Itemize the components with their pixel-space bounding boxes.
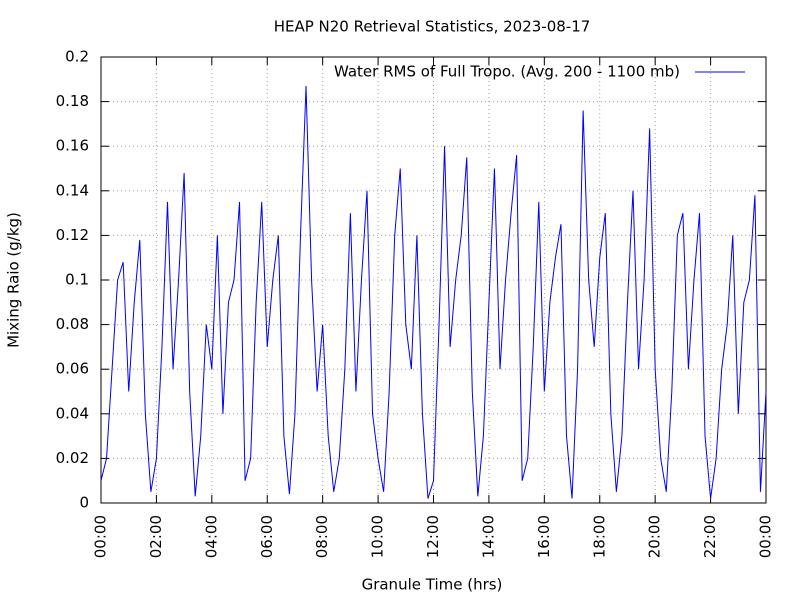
x-tick-label: 16:00 xyxy=(535,515,553,558)
legend-label: Water RMS of Full Tropo. (Avg. 200 - 110… xyxy=(334,63,680,81)
y-tick-label: 0.12 xyxy=(56,226,89,244)
y-axis-label: Mixing Raio (g/kg) xyxy=(5,212,23,348)
x-tick-label: 14:00 xyxy=(479,515,497,558)
x-tick-label: 18:00 xyxy=(590,515,608,558)
y-tick-label: 0.06 xyxy=(56,360,89,378)
x-tick-label: 08:00 xyxy=(313,515,331,558)
y-tick-label: 0.16 xyxy=(56,137,89,155)
x-tick-label: 12:00 xyxy=(424,515,442,558)
x-tick-label: 10:00 xyxy=(369,515,387,558)
x-tick-label: 22:00 xyxy=(701,515,719,558)
x-tick-label: 00:00 xyxy=(757,515,775,558)
x-tick-label: 00:00 xyxy=(92,515,110,558)
y-tick-label: 0.18 xyxy=(56,92,89,110)
y-tick-label: 0.08 xyxy=(56,315,89,333)
x-tick-label: 04:00 xyxy=(202,515,220,558)
x-tick-label: 06:00 xyxy=(258,515,276,558)
y-tick-label: 0.1 xyxy=(65,271,89,289)
x-axis-label: Granule Time (hrs) xyxy=(362,576,503,594)
x-tick-label: 02:00 xyxy=(147,515,165,558)
y-tick-label: 0.14 xyxy=(56,181,89,199)
data-line xyxy=(100,85,767,499)
plot-border xyxy=(100,56,767,504)
y-tick-label: 0.04 xyxy=(56,404,89,422)
y-tick-label: 0.02 xyxy=(56,449,89,467)
y-tick-label: 0 xyxy=(79,494,89,512)
y-tick-label: 0.2 xyxy=(65,48,89,66)
x-tick-label: 20:00 xyxy=(646,515,664,558)
chart-title: HEAP N20 Retrieval Statistics, 2023-08-1… xyxy=(274,18,591,36)
